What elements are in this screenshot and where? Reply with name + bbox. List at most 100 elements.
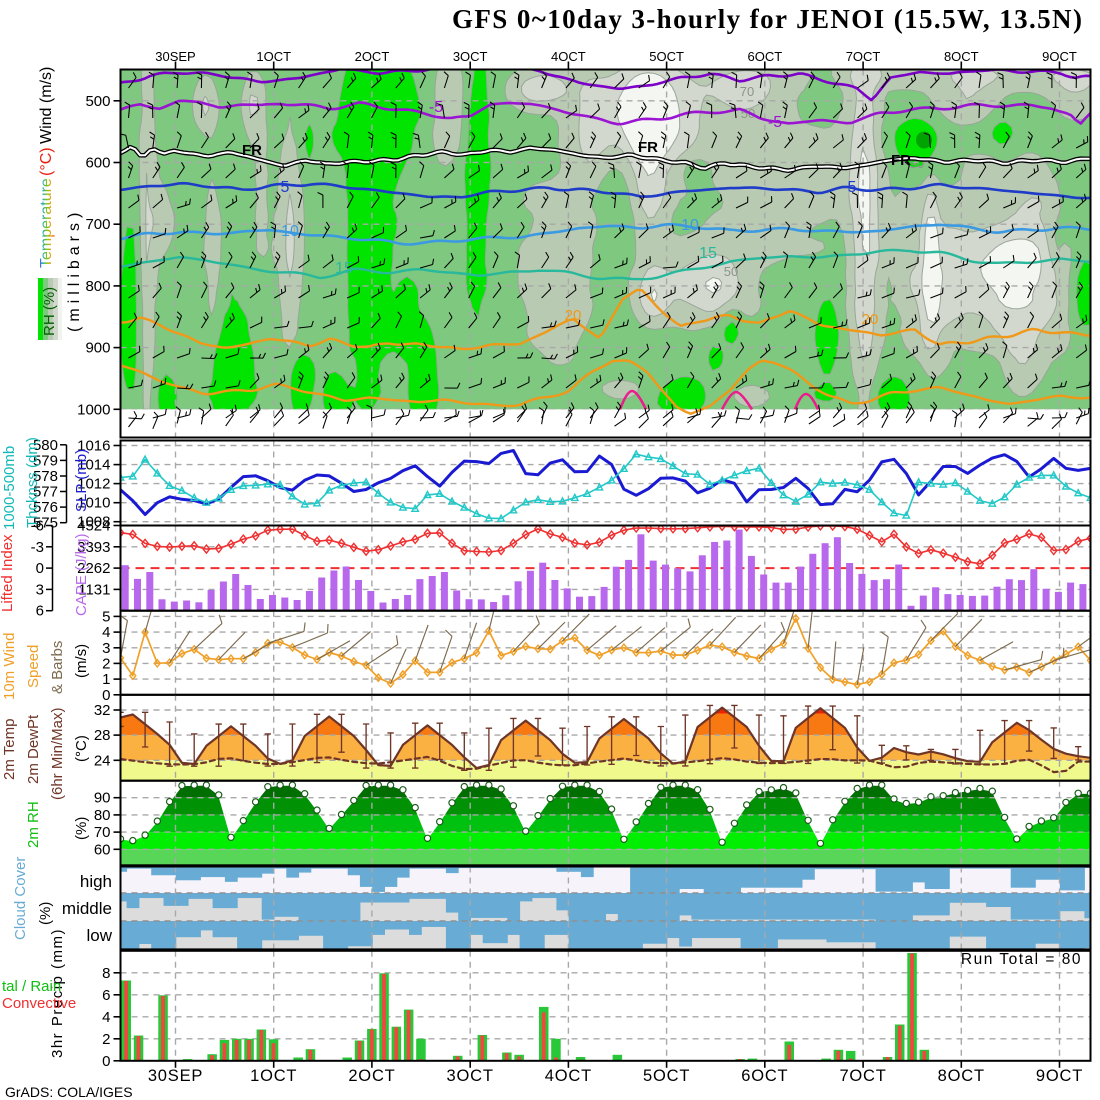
svg-text:Cloud Cover: Cloud Cover — [12, 857, 29, 940]
svg-text:& Barbs: & Barbs — [49, 641, 66, 694]
svg-text:FR: FR — [891, 152, 911, 169]
svg-text:24: 24 — [94, 752, 111, 769]
svg-text:2262: 2262 — [77, 560, 110, 577]
svg-text:9OCT: 9OCT — [1036, 1067, 1083, 1085]
svg-text:15: 15 — [699, 245, 717, 262]
svg-text:28: 28 — [94, 727, 111, 744]
svg-text:10: 10 — [681, 217, 699, 234]
svg-text:60: 60 — [94, 841, 111, 858]
svg-text:Temperature: Temperature — [38, 178, 55, 268]
svg-text:(m/s): (m/s) — [73, 644, 90, 678]
svg-text:-5: -5 — [768, 114, 782, 131]
svg-text:577: 577 — [33, 484, 58, 501]
svg-text:CAPE (J/kg): CAPE (J/kg) — [73, 533, 90, 616]
svg-text:4OCT: 4OCT — [551, 49, 586, 64]
svg-text:2: 2 — [102, 655, 110, 672]
svg-text:1000: 1000 — [77, 401, 110, 418]
svg-text:(°C): (°C) — [38, 147, 55, 176]
svg-text:(%): (%) — [73, 817, 90, 840]
svg-text:tal / Rain: tal / Rain — [2, 978, 61, 995]
svg-text:1OCT: 1OCT — [250, 1067, 297, 1085]
svg-text:3: 3 — [36, 581, 44, 598]
svg-text:32: 32 — [94, 702, 111, 719]
svg-text:70: 70 — [740, 84, 754, 99]
svg-text:FR: FR — [638, 139, 658, 156]
svg-text:RH (%): RH (%) — [41, 287, 58, 336]
svg-text:9OCT: 9OCT — [1042, 49, 1077, 64]
svg-text:1008: 1008 — [77, 514, 110, 531]
svg-text:90: 90 — [94, 790, 111, 807]
svg-text:4524: 4524 — [77, 518, 110, 535]
svg-text:8: 8 — [102, 965, 110, 982]
svg-text:1000-500mb: 1000-500mb — [1, 446, 18, 530]
svg-text:1131: 1131 — [78, 581, 110, 598]
svg-text:GrADS: COLA/IGES: GrADS: COLA/IGES — [5, 1084, 133, 1100]
svg-text:6OCT: 6OCT — [741, 1067, 788, 1085]
svg-text:20: 20 — [565, 307, 582, 324]
svg-text:-5: -5 — [429, 99, 443, 116]
svg-text:4: 4 — [102, 624, 110, 641]
svg-text:(millibars): (millibars) — [66, 208, 83, 332]
svg-text:GFS 0~10day 3-hourly for JENOI: GFS 0~10day 3-hourly for JENOI (15.5W, 1… — [452, 4, 1083, 34]
svg-text:low: low — [86, 926, 112, 945]
svg-text:2m DewPt: 2m DewPt — [25, 714, 42, 784]
svg-text:6OCT: 6OCT — [747, 49, 782, 64]
svg-text:Wind (m/s): Wind (m/s) — [38, 67, 55, 144]
svg-text:1016: 1016 — [77, 438, 110, 455]
svg-text:5: 5 — [848, 179, 857, 196]
svg-text:7OCT: 7OCT — [846, 49, 881, 64]
svg-text:high: high — [80, 872, 112, 891]
svg-text:(6hr Min/Max): (6hr Min/Max) — [49, 707, 66, 800]
svg-text:7OCT: 7OCT — [839, 1067, 886, 1085]
svg-text:578: 578 — [33, 468, 58, 485]
svg-text:15: 15 — [335, 260, 353, 277]
svg-text:700: 700 — [85, 216, 110, 233]
svg-text:1010: 1010 — [77, 495, 110, 512]
svg-text:-3: -3 — [31, 539, 44, 556]
svg-text:(°C): (°C) — [73, 735, 90, 762]
svg-text:575: 575 — [33, 515, 58, 532]
svg-text:50: 50 — [724, 264, 738, 279]
svg-text:576: 576 — [33, 499, 58, 516]
svg-text:Convective: Convective — [2, 995, 76, 1012]
svg-text:30SEP: 30SEP — [155, 49, 195, 64]
svg-text:0: 0 — [36, 560, 44, 577]
svg-text:1012: 1012 — [77, 476, 110, 493]
svg-text:80: 80 — [94, 807, 111, 824]
svg-text:3OCT: 3OCT — [447, 1067, 494, 1085]
svg-text:579: 579 — [33, 452, 58, 469]
svg-text:3: 3 — [102, 640, 110, 657]
svg-text:6: 6 — [36, 603, 44, 620]
svg-text:8OCT: 8OCT — [944, 49, 979, 64]
svg-text:580: 580 — [33, 437, 58, 454]
svg-text:3393: 3393 — [77, 539, 110, 556]
svg-text:5OCT: 5OCT — [643, 1067, 690, 1085]
svg-text:0: 0 — [102, 687, 110, 704]
svg-text:10: 10 — [281, 223, 299, 240]
svg-text:5OCT: 5OCT — [649, 49, 684, 64]
svg-text:middle: middle — [62, 899, 112, 918]
svg-text:Lifted Index: Lifted Index — [0, 534, 16, 612]
svg-text:2m Temp: 2m Temp — [1, 719, 18, 780]
svg-text:Speed: Speed — [25, 645, 42, 688]
svg-text:500: 500 — [85, 93, 110, 110]
svg-text:2OCT: 2OCT — [348, 1067, 395, 1085]
svg-text:1014: 1014 — [77, 457, 110, 474]
svg-text:30SEP: 30SEP — [148, 1067, 203, 1085]
svg-text:0: 0 — [102, 1053, 110, 1070]
svg-text:3OCT: 3OCT — [453, 49, 488, 64]
svg-text:600: 600 — [85, 155, 110, 172]
svg-text:4OCT: 4OCT — [545, 1067, 592, 1085]
svg-text:5: 5 — [281, 179, 290, 196]
svg-text:5: 5 — [102, 608, 110, 625]
svg-text:4: 4 — [102, 1009, 110, 1026]
svg-text:-6: -6 — [31, 518, 44, 535]
svg-text:2: 2 — [102, 1031, 110, 1048]
svg-text:1: 1 — [102, 671, 110, 688]
svg-text:2OCT: 2OCT — [355, 49, 390, 64]
svg-text:70: 70 — [94, 824, 111, 841]
svg-text:3hr Precip (mm): 3hr Precip (mm) — [49, 928, 66, 1058]
svg-text:800: 800 — [85, 278, 110, 295]
svg-text:SLP (mb): SLP (mb) — [73, 449, 90, 512]
svg-text:10m Wind: 10m Wind — [1, 632, 18, 700]
